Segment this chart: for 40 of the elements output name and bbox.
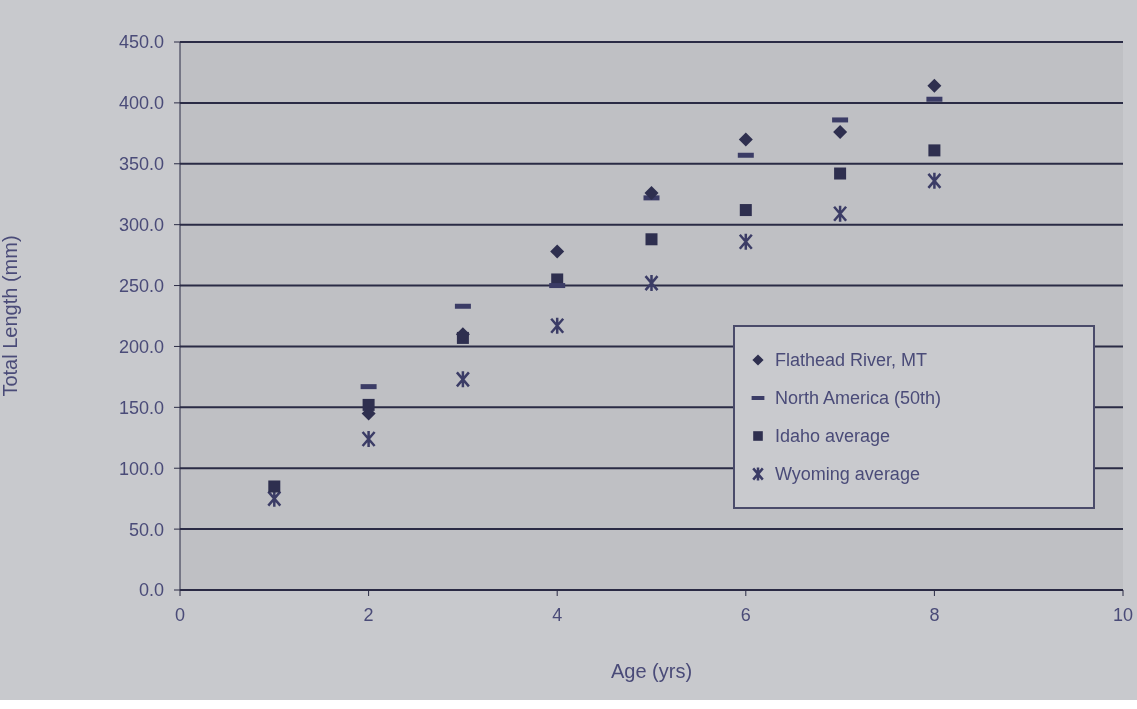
point (268, 480, 281, 493)
point (645, 233, 658, 246)
point (549, 316, 565, 335)
y-axis-title: Total Length (mm) (0, 235, 22, 397)
point (927, 78, 942, 93)
point (361, 429, 376, 449)
x-axis-title: Age (yrs) (610, 660, 693, 682)
point (739, 204, 752, 217)
point (738, 232, 754, 251)
legend-label: Flathead River, MT (775, 349, 928, 371)
y-tick-label: 150.0 (118, 397, 164, 418)
point (644, 273, 659, 293)
x-tick-label: 10 (1112, 604, 1134, 625)
point (738, 132, 753, 147)
point (927, 171, 942, 191)
point (550, 244, 565, 259)
y-tick-label: 250.0 (118, 275, 164, 296)
point (834, 167, 847, 180)
x-tick-label: 2 (363, 604, 374, 625)
y-tick-label: 450.0 (118, 32, 164, 53)
legend-label: Idaho average (775, 425, 891, 447)
point (832, 204, 848, 223)
y-tick-label: 100.0 (118, 458, 164, 479)
point (455, 370, 471, 389)
y-tick-label: 350.0 (118, 154, 164, 175)
x-tick-label: 8 (929, 604, 940, 625)
y-tick-label: 0.0 (138, 580, 164, 601)
point (267, 489, 282, 508)
y-tick-label: 300.0 (118, 215, 164, 236)
x-tick-label: 6 (740, 604, 751, 625)
point (928, 144, 941, 157)
x-tick-label: 4 (552, 604, 563, 625)
legend-label: North America (50th) (775, 387, 942, 409)
y-tick-label: 50.0 (128, 519, 164, 540)
x-tick-label: 0 (174, 604, 186, 625)
point (644, 186, 659, 200)
y-tick-label: 400.0 (118, 93, 164, 114)
y-tick-label: 200.0 (118, 336, 164, 357)
point (833, 125, 848, 140)
legend-label: Wyoming average (775, 463, 920, 485)
